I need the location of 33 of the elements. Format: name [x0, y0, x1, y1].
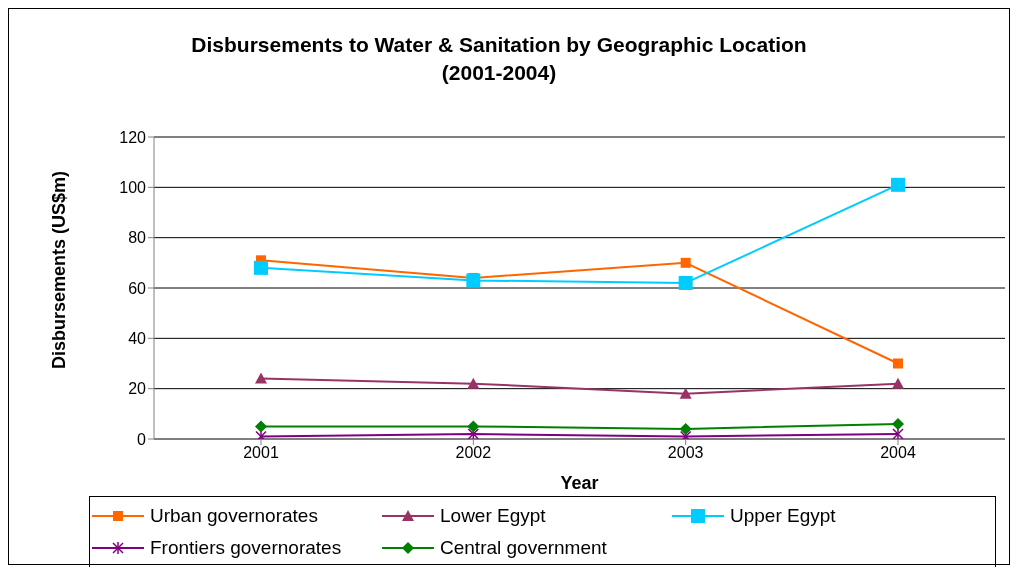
point	[467, 377, 480, 389]
y-tick-label: 120	[119, 128, 147, 146]
y-tick-label: 60	[128, 279, 147, 297]
point	[466, 273, 481, 288]
point	[679, 387, 692, 399]
legend-label: Frontiers governorates	[150, 537, 342, 559]
legend-label: Urban governorates	[150, 505, 318, 527]
legend-label: Upper Egypt	[730, 505, 836, 527]
point	[680, 257, 691, 268]
point	[679, 422, 692, 435]
x-tick-label: 2001	[243, 444, 279, 462]
point	[678, 275, 693, 290]
y-tick-label: 100	[119, 179, 147, 197]
point	[467, 420, 480, 433]
point	[892, 417, 904, 430]
chart-title: Disbursements to Water & Sanitation by Geographic Location (2001-2004)	[190, 32, 808, 86]
legend-label: Central government	[440, 537, 607, 559]
point	[255, 420, 267, 433]
y-axis-title: Disbursements (US$m)	[48, 169, 70, 372]
y-tick-label: 80	[128, 229, 147, 247]
x-axis-title: Year	[560, 473, 599, 493]
y-tick-label: 0	[137, 430, 147, 448]
point	[254, 260, 268, 275]
x-tick-label: 2002	[455, 444, 492, 462]
legend-label: Lower Egypt	[440, 505, 546, 527]
y-tick-label: 20	[128, 380, 147, 398]
point	[891, 177, 905, 192]
x-tick-label: 2004	[880, 444, 916, 462]
point	[255, 372, 267, 384]
point	[892, 377, 904, 389]
y-tick-label: 40	[128, 330, 147, 348]
point	[893, 358, 903, 369]
x-tick-label: 2003	[667, 444, 704, 462]
